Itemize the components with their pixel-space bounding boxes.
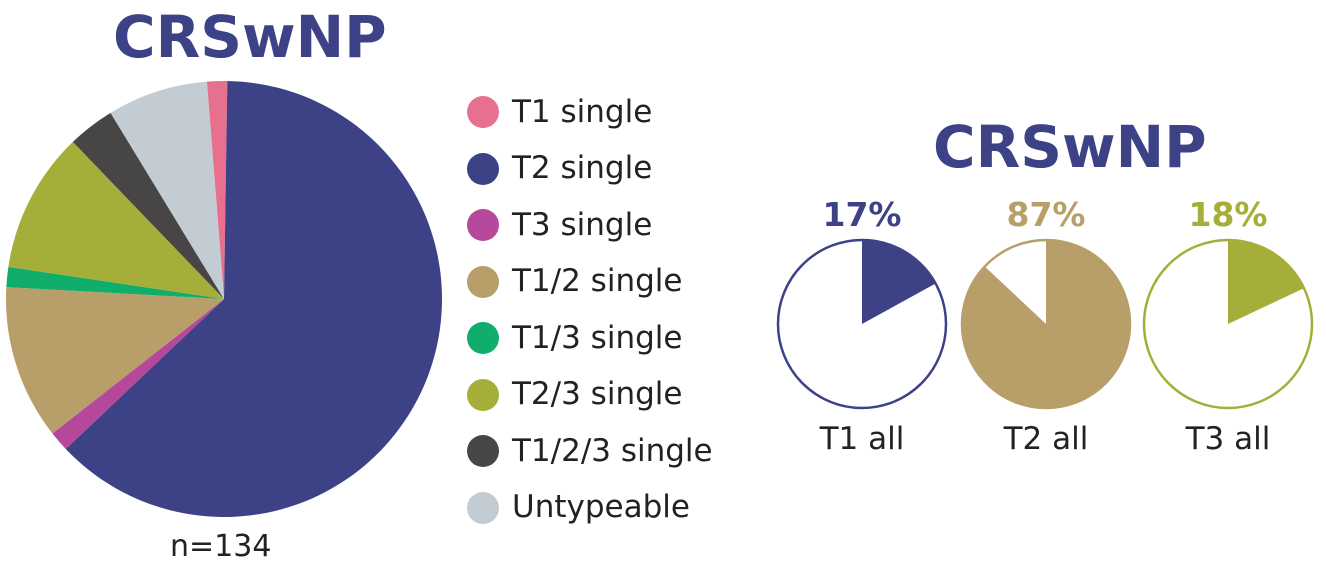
legend-label: T3 single: [512, 206, 653, 243]
pie-slice-t3-single: [52, 299, 224, 449]
sample-size-label: n=134: [170, 529, 272, 564]
pie-slice-t2-all: [961, 239, 1131, 409]
legend-label: Untypeable: [512, 489, 690, 526]
pie-slice-t1-3-single: [6, 266, 224, 299]
small-pie-panel-t1-all: 17% T1 all: [772, 198, 952, 455]
pie-slice-t1-2-3-single: [72, 112, 224, 299]
legend-label: T1/2/3 single: [512, 432, 713, 469]
legend-swatch: [467, 265, 499, 298]
small-pie-label: T1 all: [819, 421, 905, 457]
pie-slice-t3-all: [1228, 239, 1305, 324]
legend-label: T1/3 single: [512, 319, 683, 356]
legend-item-t1-2-single: T1/2 single: [467, 254, 713, 311]
legend-swatch: [467, 322, 499, 355]
small-pie-label: T2 all: [1003, 421, 1089, 457]
legend-item-untypeable: Untypeable: [467, 480, 713, 537]
legend-label: T2 single: [512, 150, 653, 187]
legend-swatch: [467, 378, 499, 411]
small-pie-chart: [776, 238, 948, 410]
pie-slice-t2-single: [65, 81, 442, 517]
legend-label: T1/2 single: [512, 263, 683, 300]
legend-item-t3-single: T3 single: [467, 197, 713, 254]
small-pie-panel-t3-all: 18% T3 all: [1138, 198, 1318, 455]
legend: T1 single T2 single T3 single T1/2 single T1…: [467, 84, 713, 536]
percent-label: 17%: [822, 195, 902, 234]
legend-swatch: [467, 491, 499, 524]
legend-item-t2-3-single: T2/3 single: [467, 367, 713, 424]
pie-slice-t1-single: [206, 81, 228, 299]
small-pie-chart: [1142, 238, 1314, 410]
main-pie-chart: [5, 81, 442, 517]
percent-label: 18%: [1188, 195, 1268, 234]
legend-item-t1-single: T1 single: [467, 84, 713, 141]
pie-slice-untypeable: [110, 81, 224, 299]
small-pie-panel-t2-all: 87% T2 all: [956, 198, 1136, 455]
legend-label: T2/3 single: [512, 376, 683, 413]
pie-slice-t2-3-single: [8, 141, 225, 299]
legend-item-t1-3-single: T1/3 single: [467, 310, 713, 367]
small-pie-label: T3 all: [1185, 421, 1271, 457]
small-pie-chart: [960, 238, 1132, 410]
pie-slice-t1-2-single: [5, 287, 224, 434]
pie-slice-t1-all: [862, 239, 937, 324]
side-chart-title: CRSwNP: [933, 113, 1207, 181]
legend-item-t2-single: T2 single: [467, 141, 713, 198]
legend-swatch: [467, 96, 499, 129]
percent-label: 87%: [1006, 195, 1086, 234]
main-chart-title: CRSwNP: [113, 3, 387, 71]
legend-swatch: [467, 209, 499, 242]
legend-swatch: [467, 435, 499, 468]
legend-item-t1-2-3-single: T1/2/3 single: [467, 423, 713, 480]
legend-swatch: [467, 152, 499, 185]
legend-label: T1 single: [512, 93, 653, 130]
